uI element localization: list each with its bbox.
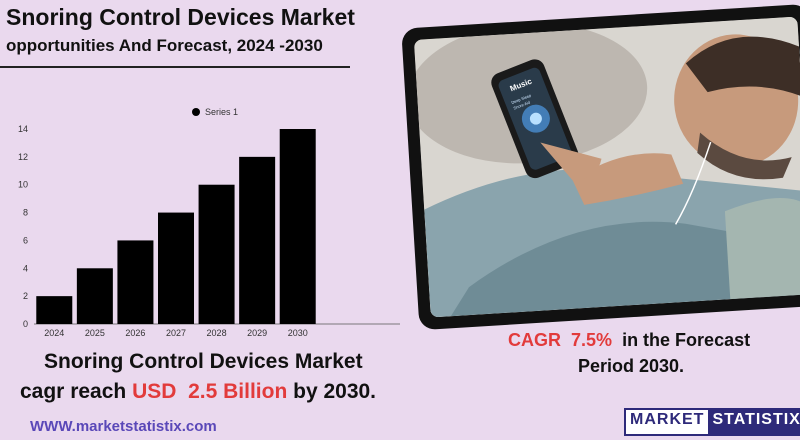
phone-artist: Snore Aid xyxy=(513,100,531,111)
cagr-suffix: in the Forecast xyxy=(622,330,751,350)
website-link[interactable]: WWW.marketstatistix.com xyxy=(30,418,217,435)
summary-line2: cagr reach USD 2.5 Billion by 2030. xyxy=(20,380,376,404)
summary-currency: USD xyxy=(132,380,177,403)
cagr-label: CAGR xyxy=(508,330,561,350)
logo-part1: MARKET xyxy=(626,410,709,434)
cagr-line2: Period 2030. xyxy=(578,356,685,376)
photo-frame: Music Deep Sleep Snore Aid xyxy=(401,3,800,331)
x-tick-label: 2028 xyxy=(207,328,227,338)
bar xyxy=(198,184,235,324)
x-tick-label: 2025 xyxy=(85,328,105,338)
bar-chart: 0 2 4 6 8 10 12 14 2024 2025 2026 2027 2028 2029 2030 S… xyxy=(18,107,400,338)
bar xyxy=(76,268,113,324)
x-tick-label: 2026 xyxy=(125,328,145,338)
bar xyxy=(239,156,276,324)
y-tick-label: 10 xyxy=(18,180,28,190)
x-tick-label: 2030 xyxy=(288,328,308,338)
person-with-phone-illustration: Music Deep Sleep Snore Aid xyxy=(413,16,800,318)
page-subtitle: opportunities And Forecast, 2024 -2030 xyxy=(6,36,323,55)
x-tick-label: 2027 xyxy=(166,328,186,338)
brand-logo: MARKET STATISTIX xyxy=(624,408,800,436)
bar xyxy=(158,212,194,324)
summary-line1: Snoring Control Devices Market xyxy=(44,350,363,373)
legend-marker xyxy=(192,108,200,116)
page-title: Snoring Control Devices Market xyxy=(6,4,355,30)
bar xyxy=(279,129,316,324)
logo-part2: STATISTIX xyxy=(708,410,800,434)
y-tick-label: 6 xyxy=(23,235,28,245)
bar xyxy=(36,296,73,324)
cagr-value: 7.5% xyxy=(571,330,613,350)
y-tick-label: 8 xyxy=(23,208,28,218)
summary-prefix: cagr reach xyxy=(20,380,127,403)
legend-label: Series 1 xyxy=(205,107,238,117)
summary-amount: 2.5 Billion xyxy=(188,380,288,403)
y-tick-label: 14 xyxy=(18,124,28,134)
summary-suffix: by 2030. xyxy=(293,380,377,403)
x-tick-label: 2029 xyxy=(247,328,267,338)
cagr-line1: CAGR 7.5% in the Forecast xyxy=(508,330,750,351)
y-tick-label: 4 xyxy=(23,263,28,273)
hero-photo: Music Deep Sleep Snore Aid xyxy=(413,16,800,318)
x-tick-label: 2024 xyxy=(44,328,64,338)
bar xyxy=(117,240,154,324)
y-tick-label: 0 xyxy=(23,319,28,329)
y-tick-label: 12 xyxy=(18,152,28,162)
title-divider xyxy=(0,66,350,68)
y-tick-label: 2 xyxy=(23,291,28,301)
